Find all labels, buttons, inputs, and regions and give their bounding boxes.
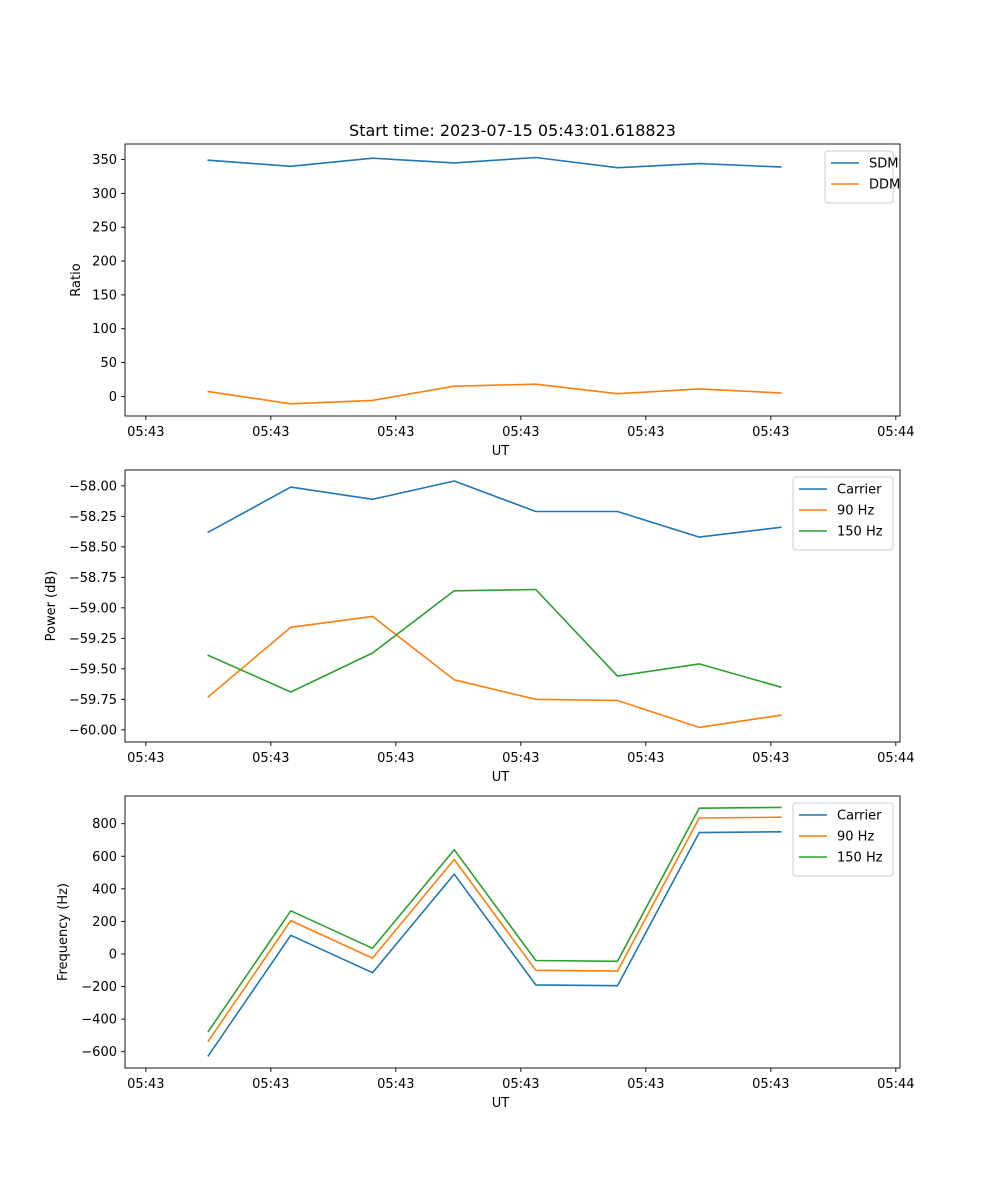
power-series-150-hz [207,588,782,693]
power-y-tick-label: −59.75 [69,693,117,708]
power-legend-label-150-hz: 150 Hz [837,525,883,540]
power-legend-label-90-hz: 90 Hz [837,504,874,519]
frequency-series-150-hz [207,806,782,1033]
ratio-y-tick-label: 350 [92,153,117,168]
power-x-tick-label: 05:43 [127,751,164,766]
frequency-legend-label-150-hz: 150 Hz [837,851,883,866]
frequency-x-tick-label: 05:43 [752,1077,789,1092]
power-y-tick-label: −59.25 [69,632,117,647]
power-legend: Carrier 90 Hz 150 Hz [792,476,894,551]
power-x-tick-label: 05:43 [252,751,289,766]
ratio-y-tick-label: 200 [92,255,117,270]
ratio-panel: 05:43 05:43 05:43 05:43 05:43 05:43 05:44 0 50 10… [69,143,915,459]
ratio-y-tick-label: 0 [109,390,117,405]
ratio-series-ddm [207,383,782,405]
ratio-y-tick-label: 150 [92,288,117,303]
power-y-axis-label: Power (dB) [44,571,59,642]
chart-title: Start time: 2023-07-15 05:43:01.618823 [349,121,676,140]
power-legend-label-carrier: Carrier [837,483,882,498]
power-x-tick-label: 05:43 [377,751,414,766]
ratio-x-tick-label: 05:43 [377,425,414,440]
ratio-x-tick-label: 05:43 [752,425,789,440]
power-y-tick-label: −58.75 [69,571,117,586]
ratio-x-tick-label: 05:43 [252,425,289,440]
power-y-tick-label: −59.00 [69,601,117,616]
ratio-x-tick-label: 05:43 [127,425,164,440]
power-x-tick-label: 05:43 [627,751,664,766]
frequency-y-tick-label: 800 [92,817,117,832]
frequency-y-tick-label: −600 [81,1045,117,1060]
frequency-x-tick-label: 05:44 [877,1077,914,1092]
frequency-y-tick-label: −200 [81,980,117,995]
power-y-tick-label: −59.50 [69,662,117,677]
ratio-legend-box [824,150,894,204]
power-x-tick-label: 05:43 [502,751,539,766]
ratio-y-tick-label: 250 [92,221,117,236]
ratio-y-tick-label: 100 [92,322,117,337]
power-x-tick-label: 05:43 [752,751,789,766]
ratio-legend-label-ddm: DDM [869,178,900,193]
power-axes-frame [124,469,901,743]
frequency-series-carrier [207,830,782,1057]
ratio-series-group [207,156,782,405]
ratio-x-tick-label: 05:43 [502,425,539,440]
frequency-axes-frame [124,795,901,1069]
power-panel: 05:43 05:43 05:43 05:43 05:43 05:43 05:44 −60.0… [44,469,915,785]
frequency-y-tick-label: −400 [81,1013,117,1028]
frequency-x-tick-label: 05:43 [502,1077,539,1092]
frequency-x-tick-label: 05:43 [377,1077,414,1092]
frequency-legend-label-carrier: Carrier [837,809,882,824]
ratio-y-tick-label: 300 [92,187,117,202]
power-series-90-hz [207,615,782,729]
power-y-tick-label: −58.50 [69,540,117,555]
ratio-axes-frame [124,143,901,417]
power-x-tick-label: 05:44 [877,751,914,766]
frequency-series-90-hz [207,816,782,1043]
power-series-carrier [207,480,782,538]
frequency-y-tick-label: 400 [92,882,117,897]
ratio-x-axis-label: UT [492,444,510,459]
ratio-y-tick-label: 50 [100,356,117,371]
frequency-legend: Carrier 90 Hz 150 Hz [792,802,894,877]
ratio-x-tick-label: 05:44 [877,425,914,440]
ratio-series-sdm [207,156,782,169]
ratio-y-axis-label: Ratio [69,263,84,296]
power-series-group [207,480,782,729]
power-y-tick-label: −58.00 [69,479,117,494]
frequency-y-axis-label: Frequency (Hz) [56,883,71,981]
frequency-panel: 05:43 05:43 05:43 05:43 05:43 05:43 05:44 −600 −… [56,795,915,1111]
frequency-legend-label-90-hz: 90 Hz [837,830,874,845]
ratio-x-tick-label: 05:43 [627,425,664,440]
frequency-x-tick-label: 05:43 [252,1077,289,1092]
frequency-x-tick-label: 05:43 [627,1077,664,1092]
frequency-series-group [207,806,782,1057]
power-y-tick-label: −60.00 [69,723,117,738]
frequency-x-tick-label: 05:43 [127,1077,164,1092]
ratio-legend: SDM DDM [824,150,900,204]
frequency-x-axis-label: UT [492,1096,510,1111]
frequency-y-tick-label: 0 [109,947,117,962]
power-x-axis-label: UT [492,770,510,785]
power-y-tick-label: −58.25 [69,510,117,525]
frequency-y-tick-label: 200 [92,915,117,930]
ratio-legend-label-sdm: SDM [869,157,898,172]
frequency-y-tick-label: 600 [92,850,117,865]
